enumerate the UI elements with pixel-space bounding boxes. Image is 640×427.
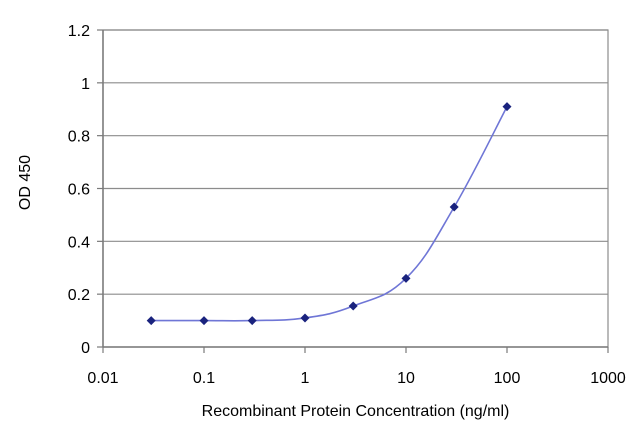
y-tick-label: 0 xyxy=(81,340,90,357)
data-point xyxy=(247,316,257,326)
x-tick-label: 0.01 xyxy=(87,370,118,387)
data-point xyxy=(502,102,512,112)
x-tick-labels: 0.01 0.1 1 10 100 1000 xyxy=(87,370,625,387)
series-line xyxy=(151,106,508,322)
data-point xyxy=(199,316,209,326)
data-point xyxy=(449,202,459,212)
data-point xyxy=(401,273,411,283)
data-point xyxy=(348,301,358,311)
x-tick-label: 10 xyxy=(397,370,415,387)
y-axis-label: OD 450 xyxy=(17,155,34,210)
data-point xyxy=(146,316,156,326)
y-tick-labels: 0 0.2 0.4 0.6 0.8 1 1.2 xyxy=(68,23,90,357)
x-tick-label: 1000 xyxy=(590,370,626,387)
y-tick-label: 1.2 xyxy=(68,23,90,40)
y-tick-label: 1 xyxy=(81,76,90,93)
x-tick-label: 100 xyxy=(494,370,521,387)
series xyxy=(146,102,512,326)
x-tick-label: 1 xyxy=(301,370,310,387)
gridlines xyxy=(103,29,608,295)
x-tick-label: 0.1 xyxy=(193,370,215,387)
y-tick-label: 0.2 xyxy=(68,287,90,304)
y-tick-label: 0.4 xyxy=(68,234,90,251)
data-point xyxy=(300,313,310,323)
x-axis-label: Recombinant Protein Concentration (ng/ml… xyxy=(202,403,510,420)
y-tick-label: 0.8 xyxy=(68,129,90,146)
axes xyxy=(97,29,609,353)
y-tick-label: 0.6 xyxy=(68,182,90,199)
